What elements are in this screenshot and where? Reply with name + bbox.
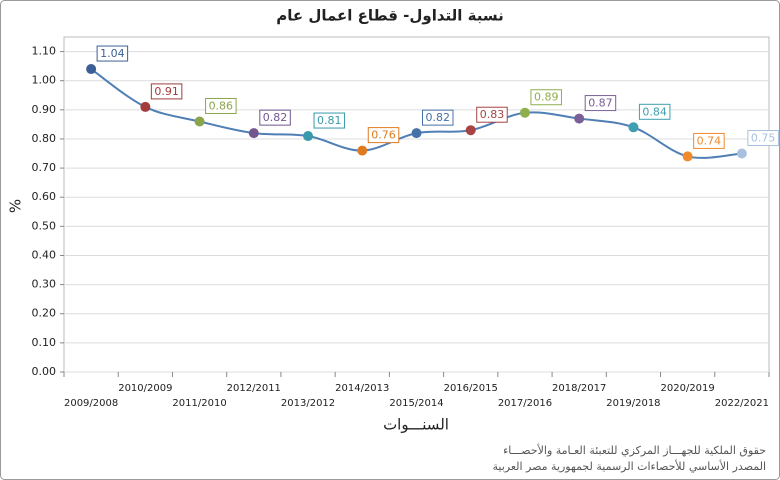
x-tick-label: 2014/2013 bbox=[335, 383, 389, 394]
x-tick-label: 2020/2019 bbox=[661, 383, 715, 394]
data-label: 0.75 bbox=[751, 132, 776, 145]
point bbox=[194, 116, 205, 127]
data-label: 0.82 bbox=[426, 111, 451, 124]
point bbox=[411, 128, 422, 139]
data-label: 0.87 bbox=[588, 97, 613, 110]
point bbox=[357, 145, 368, 156]
footer-line: المصدر الأساسي للأحصاءات الرسمية لجمهوري… bbox=[492, 459, 766, 473]
data-label: 0.82 bbox=[263, 111, 288, 124]
data-label: 0.91 bbox=[154, 85, 179, 98]
y-tick-label: 0.80 bbox=[32, 132, 57, 145]
chart-title: نسبة التداول- قطاع اعمال عام bbox=[276, 7, 504, 25]
x-tick-label: 2017/2016 bbox=[498, 398, 552, 409]
data-label-box bbox=[367, 127, 400, 144]
point bbox=[140, 101, 151, 112]
y-axis-label: % bbox=[7, 199, 25, 213]
data-label: 0.76 bbox=[371, 129, 396, 142]
point bbox=[86, 64, 97, 75]
point bbox=[736, 148, 747, 159]
data-label-box bbox=[584, 95, 617, 112]
data-label-box bbox=[693, 132, 725, 149]
data-label: 1.04 bbox=[100, 47, 125, 60]
point bbox=[574, 113, 585, 124]
point bbox=[248, 128, 259, 139]
data-label: 0.89 bbox=[534, 91, 559, 104]
x-tick-label: 2011/2010 bbox=[172, 398, 226, 409]
point bbox=[682, 151, 693, 162]
footer-line: حقوق الملكية للجهـــاز المركزي للتعبئة ا… bbox=[503, 443, 766, 457]
y-tick-label: 0.70 bbox=[32, 161, 57, 174]
point bbox=[465, 125, 476, 136]
data-label-box bbox=[96, 45, 129, 62]
y-tick-label: 1.10 bbox=[32, 45, 57, 58]
data-label-box bbox=[747, 130, 779, 147]
x-tick-label: 2016/2015 bbox=[444, 383, 498, 394]
y-tick-label: 0.30 bbox=[32, 278, 57, 291]
data-label-box bbox=[313, 112, 346, 129]
data-label-box bbox=[530, 89, 562, 106]
y-tick-label: 0.60 bbox=[32, 190, 57, 203]
data-label-box bbox=[638, 103, 671, 120]
data-label-box bbox=[259, 109, 291, 126]
y-tick-label: 0.90 bbox=[32, 103, 57, 116]
y-tick-label: 0.10 bbox=[32, 336, 57, 349]
data-label-box bbox=[150, 83, 183, 100]
data-label-box bbox=[422, 109, 454, 126]
data-label: 0.84 bbox=[642, 105, 667, 118]
x-tick-label: 2019/2018 bbox=[606, 398, 660, 409]
data-label-box bbox=[205, 97, 237, 114]
x-axis-label: السنـــوات bbox=[383, 416, 449, 434]
y-tick-label: 0.50 bbox=[32, 219, 57, 232]
data-label: 0.86 bbox=[209, 99, 234, 112]
x-tick-label: 2010/2009 bbox=[118, 383, 172, 394]
data-label: 0.83 bbox=[480, 108, 505, 121]
x-tick-label: 2009/2008 bbox=[64, 398, 118, 409]
x-tick-label: 2013/2012 bbox=[281, 398, 335, 409]
y-tick-label: 0.40 bbox=[32, 248, 57, 261]
y-tick-label: 0.00 bbox=[32, 365, 57, 378]
y-tick-label: 0.20 bbox=[32, 307, 57, 320]
x-tick-label: 2012/2011 bbox=[227, 383, 281, 394]
point bbox=[303, 131, 314, 142]
data-label-box bbox=[476, 106, 508, 123]
data-label: 0.81 bbox=[317, 114, 342, 127]
x-tick-label: 2015/2014 bbox=[389, 398, 443, 409]
data-label: 0.74 bbox=[697, 134, 722, 147]
point bbox=[519, 107, 530, 118]
point bbox=[628, 122, 639, 133]
y-tick-label: 1.00 bbox=[32, 74, 57, 87]
x-tick-label: 2018/2017 bbox=[552, 383, 606, 394]
x-tick-label: 2022/2021 bbox=[715, 398, 769, 409]
